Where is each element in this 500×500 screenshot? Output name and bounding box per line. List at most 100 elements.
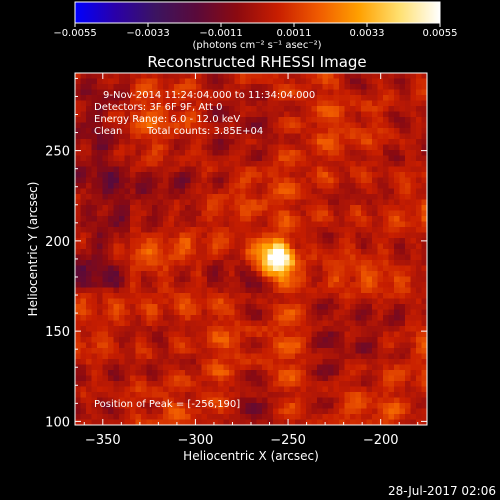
- heatmap-cell: [262, 216, 268, 222]
- heatmap-cell: [218, 331, 224, 338]
- heatmap-cell: [207, 271, 213, 277]
- heatmap-cell: [207, 287, 213, 294]
- heatmap-cell: [245, 359, 252, 365]
- heatmap-cell: [108, 287, 114, 294]
- heatmap-cell: [410, 95, 417, 101]
- heatmap-cell: [146, 271, 153, 277]
- heatmap-cell: [152, 370, 158, 376]
- heatmap-cell: [333, 320, 340, 327]
- heatmap-cell: [163, 386, 169, 393]
- heatmap-cell: [267, 408, 274, 415]
- heatmap-cell: [273, 419, 279, 425]
- heatmap-cell: [251, 320, 257, 327]
- heatmap-cell: [394, 265, 400, 272]
- heatmap-cell: [174, 293, 180, 299]
- heatmap-cell: [388, 95, 395, 101]
- heatmap-cell: [405, 392, 411, 398]
- heatmap-cell: [361, 309, 367, 316]
- heatmap-cell: [97, 364, 103, 371]
- heatmap-cell: [295, 155, 301, 162]
- heatmap-cell: [267, 403, 274, 409]
- heatmap-cell: [80, 408, 87, 415]
- heatmap-cell: [157, 304, 164, 310]
- footer-date: 28-Jul-2017 02:06: [388, 484, 496, 498]
- heatmap-cell: [163, 205, 169, 211]
- heatmap-cell: [80, 150, 87, 156]
- heatmap-cell: [262, 199, 268, 206]
- heatmap-cell: [372, 408, 378, 415]
- heatmap-cell: [229, 282, 235, 288]
- heatmap-cell: [383, 309, 389, 316]
- heatmap-cell: [113, 320, 120, 327]
- heatmap-cell: [399, 249, 406, 255]
- heatmap-cell: [383, 276, 389, 283]
- heatmap-cell: [317, 194, 323, 200]
- heatmap-cell: [377, 304, 384, 310]
- heatmap-cell: [262, 386, 268, 393]
- heatmap-cell: [355, 106, 362, 112]
- heatmap-cell: [273, 144, 279, 151]
- heatmap-cell: [185, 419, 191, 425]
- heatmap-cell: [388, 84, 395, 90]
- heatmap-cell: [333, 364, 340, 371]
- heatmap-cell: [350, 111, 356, 118]
- heatmap-cell: [328, 128, 334, 134]
- heatmap-cell: [278, 397, 285, 404]
- heatmap-cell: [289, 89, 296, 96]
- heatmap-cell: [196, 210, 202, 217]
- heatmap-cell: [383, 172, 389, 178]
- heatmap-cell: [190, 194, 197, 200]
- heatmap-cell: [361, 227, 367, 233]
- heatmap-cell: [124, 315, 131, 321]
- heatmap-cell: [163, 144, 169, 151]
- heatmap-cell: [256, 177, 263, 184]
- heatmap-cell: [135, 370, 142, 376]
- heatmap-cell: [295, 386, 301, 393]
- heatmap-cell: [372, 227, 378, 233]
- heatmap-cell: [174, 73, 180, 79]
- heatmap-cell: [185, 386, 191, 393]
- heatmap-cell: [377, 95, 384, 101]
- heatmap-cell: [256, 348, 263, 354]
- heatmap-cell: [152, 133, 158, 140]
- heatmap-cell: [256, 133, 263, 140]
- heatmap-cell: [317, 353, 323, 360]
- heatmap-cell: [135, 161, 142, 167]
- heatmap-cell: [179, 375, 186, 382]
- heatmap-cell: [97, 282, 103, 288]
- heatmap-cell: [421, 194, 427, 200]
- heatmap-cell: [179, 408, 186, 415]
- heatmap-cell: [229, 100, 235, 107]
- heatmap-cell: [355, 337, 362, 343]
- heatmap-cell: [168, 249, 175, 255]
- heatmap-cell: [97, 337, 103, 343]
- heatmap-cell: [350, 348, 356, 354]
- heatmap-cell: [377, 177, 384, 184]
- heatmap-cell: [102, 386, 109, 393]
- heatmap-cell: [372, 419, 378, 425]
- heatmap-cell: [201, 117, 208, 123]
- heatmap-cell: [179, 106, 186, 112]
- heatmap-cell: [317, 221, 323, 228]
- heatmap-cell: [388, 144, 395, 151]
- heatmap-cell: [410, 150, 417, 156]
- heatmap-cell: [388, 106, 395, 112]
- heatmap-cell: [278, 359, 285, 365]
- heatmap-cell: [102, 238, 109, 244]
- heatmap-cell: [322, 359, 329, 365]
- heatmap-cell: [223, 287, 230, 294]
- heatmap-cell: [344, 320, 351, 327]
- heatmap-cell: [322, 282, 329, 288]
- heatmap-cell: [256, 254, 263, 261]
- heatmap-cell: [289, 271, 296, 277]
- heatmap-cell: [102, 177, 109, 184]
- heatmap-cell: [179, 177, 186, 184]
- heatmap-cell: [245, 254, 252, 261]
- heatmap-cell: [262, 95, 268, 101]
- heatmap-cell: [97, 408, 103, 415]
- heatmap-cell: [135, 100, 142, 107]
- heatmap-cell: [91, 73, 98, 79]
- heatmap-cell: [157, 342, 164, 349]
- heatmap-cell: [75, 172, 81, 178]
- heatmap-cell: [113, 227, 120, 233]
